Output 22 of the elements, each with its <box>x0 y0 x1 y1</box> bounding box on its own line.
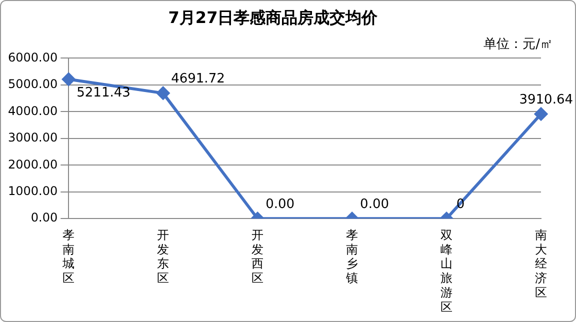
point <box>534 108 548 121</box>
data-label: 0.00 <box>266 196 295 212</box>
x-tick-label: 孝南城区 <box>62 228 75 286</box>
x-tick-label: 孝南乡镇 <box>345 228 358 286</box>
data-label: 4691.72 <box>171 72 225 87</box>
y-tick-label: 2000.00 <box>8 157 58 172</box>
y-tick-label: 3000.00 <box>8 130 58 145</box>
x-tick-label: 开发东区 <box>157 228 170 286</box>
text: 单位：元/㎡ <box>484 36 553 53</box>
data-label: 5211.43 <box>76 86 130 101</box>
y-tick-label: 6000.00 <box>8 50 58 64</box>
point <box>156 86 170 100</box>
y-tick-label: 1000.00 <box>8 184 58 198</box>
y-tick-label: 0.00 <box>30 210 58 225</box>
x-tick-label: 双峰山旅游区 <box>440 228 453 314</box>
y-tick-label: 5000.00 <box>8 77 58 92</box>
chart-title: 7月27日孝感商品房成交均价 <box>168 8 379 27</box>
data-label: 3910.64 <box>519 92 574 108</box>
data-label: 0.00 <box>360 196 389 212</box>
x-tick-label: 开发西区 <box>252 228 264 286</box>
y-tick-label: 4000.00 <box>8 104 58 118</box>
x-tick-label: 南大经济区 <box>535 228 547 300</box>
